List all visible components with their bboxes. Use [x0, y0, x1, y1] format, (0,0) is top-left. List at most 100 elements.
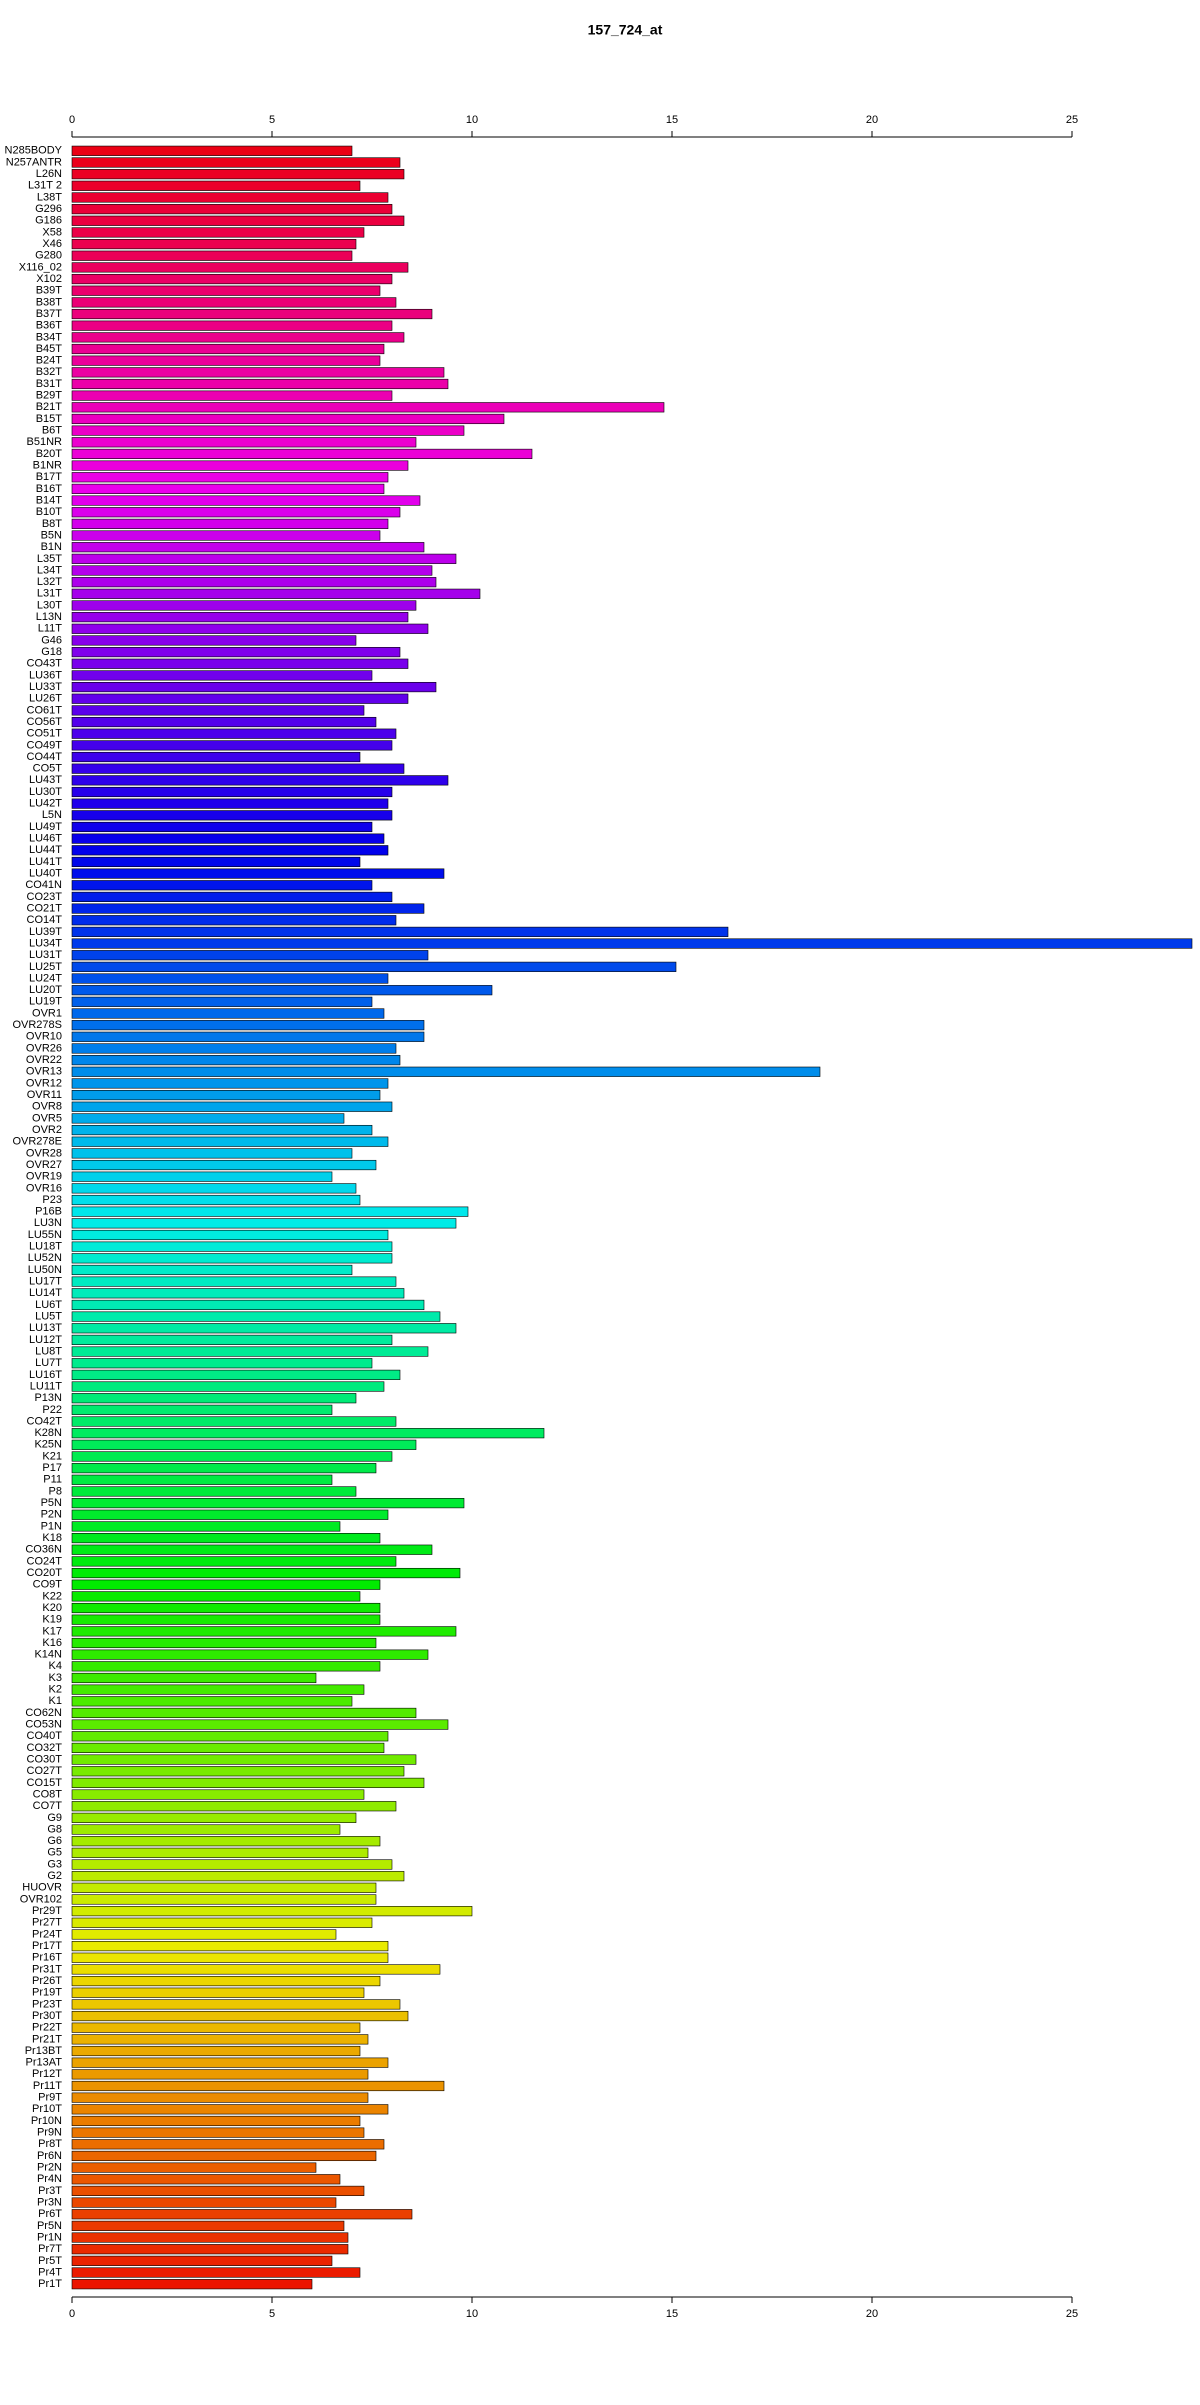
- bar: [71, 612, 409, 623]
- y-tick-label: Pr1T: [38, 2278, 62, 2290]
- bar: [71, 227, 365, 238]
- bar: [71, 693, 409, 704]
- y-tick-label: G9: [47, 1812, 62, 1824]
- y-tick-label: G296: [35, 203, 62, 215]
- y-tick-label: X102: [36, 273, 62, 285]
- bar: [71, 1742, 385, 1754]
- bar: [71, 740, 393, 751]
- y-tick-label: LU14T: [29, 1287, 62, 1299]
- bar: [71, 1043, 397, 1054]
- bar: [71, 180, 361, 191]
- bar: [71, 1288, 405, 1299]
- bar: [71, 716, 377, 728]
- bar: [71, 1533, 381, 1544]
- y-tick-label: K20: [42, 1602, 62, 1614]
- y-tick-label: Pr4T: [38, 2266, 62, 2278]
- y-tick-label: Pr13AT: [26, 2057, 63, 2069]
- y-tick-label: K17: [42, 1625, 62, 1637]
- bar: [71, 1428, 545, 1439]
- bar: [71, 1090, 381, 1101]
- y-tick-label: CO20T: [27, 1567, 63, 1579]
- y-tick-label: K18: [42, 1532, 62, 1544]
- bar: [71, 1218, 457, 1229]
- bar: [71, 1801, 397, 1812]
- y-tick-label: G2: [47, 1870, 62, 1882]
- bar: [71, 1229, 389, 1241]
- y-tick-label: G46: [41, 634, 62, 646]
- y-tick-label: P17: [42, 1462, 62, 1474]
- y-tick-label: OVR1: [32, 1007, 62, 1019]
- y-tick-label: B29T: [36, 390, 63, 402]
- y-tick-label: Pr27T: [32, 1917, 62, 1929]
- bar: [71, 798, 389, 809]
- y-tick-label: CO53N: [25, 1719, 62, 1731]
- bar: [71, 2034, 369, 2045]
- y-tick-label: CO30T: [27, 1753, 63, 1765]
- y-tick-label: LU34T: [29, 937, 62, 949]
- bar: [71, 2232, 349, 2243]
- bar: [71, 285, 381, 296]
- bar: [71, 145, 353, 156]
- bar: [71, 1253, 393, 1264]
- bar: [71, 1824, 341, 1835]
- y-tick-label: LU36T: [29, 669, 62, 681]
- y-tick-label: OVR26: [26, 1042, 62, 1054]
- bar: [71, 950, 429, 961]
- y-tick-label: N285BODY: [5, 145, 63, 157]
- y-tick-label: B37T: [36, 308, 63, 320]
- x-tick-label: 10: [466, 2308, 478, 2320]
- y-tick-label: CO15T: [27, 1777, 63, 1789]
- y-tick-label: P22: [42, 1404, 62, 1416]
- y-tick-label: CO49T: [27, 739, 63, 751]
- bar: [71, 1871, 405, 1882]
- y-tick-label: CO14T: [27, 914, 63, 926]
- bar: [71, 705, 365, 716]
- y-tick-label: B1NR: [33, 459, 62, 471]
- y-tick-label: Pr17T: [32, 1940, 62, 1952]
- bar: [71, 1556, 397, 1567]
- bar: [71, 1637, 377, 1649]
- y-tick-label: OVR27: [26, 1159, 62, 1171]
- x-tick-label: 15: [666, 2308, 678, 2320]
- y-tick-label: K4: [49, 1660, 62, 1672]
- bar: [71, 192, 389, 203]
- y-tick-label: Pr7T: [38, 2243, 62, 2255]
- y-tick-label: LU44T: [29, 844, 62, 856]
- bar: [71, 542, 425, 553]
- y-tick-label: CO62N: [25, 1707, 62, 1719]
- bar: [71, 460, 409, 471]
- y-tick-label: LU52N: [28, 1252, 62, 1264]
- bar: [71, 938, 1193, 949]
- y-tick-label: B5N: [41, 529, 62, 541]
- y-tick-label: G5: [47, 1847, 62, 1859]
- bar: [71, 2197, 337, 2208]
- y-tick-label: Pr9T: [38, 2092, 62, 2104]
- y-tick-label: CO5T: [33, 763, 63, 775]
- y-tick-label: CO23T: [27, 891, 63, 903]
- y-tick-label: Pr29T: [32, 1905, 62, 1917]
- y-tick-label: K19: [42, 1614, 62, 1626]
- y-tick-label: G3: [47, 1858, 62, 1870]
- bar: [71, 2080, 445, 2092]
- y-tick-label: LU46T: [29, 833, 62, 845]
- y-tick-label: B8T: [42, 518, 62, 530]
- bar: [71, 1602, 381, 1614]
- y-tick-label: OVR19: [26, 1171, 62, 1183]
- bar: [71, 1777, 425, 1788]
- y-tick-label: K28N: [34, 1427, 62, 1439]
- bar: [71, 2069, 369, 2080]
- bar: [71, 2045, 361, 2057]
- bar: [71, 1311, 441, 1322]
- y-tick-label: LU41T: [29, 856, 62, 868]
- y-tick-label: X58: [42, 226, 62, 238]
- y-tick-label: LU3N: [34, 1217, 62, 1229]
- y-tick-label: LU31T: [29, 949, 62, 961]
- bar: [71, 1416, 397, 1427]
- y-tick-label: L5N: [42, 809, 62, 821]
- bar: [71, 273, 393, 285]
- bar: [71, 1346, 429, 1357]
- bar: [71, 1299, 425, 1311]
- bar: [71, 1055, 401, 1066]
- bar: [71, 1836, 381, 1847]
- y-tick-label: CO8T: [33, 1788, 63, 1800]
